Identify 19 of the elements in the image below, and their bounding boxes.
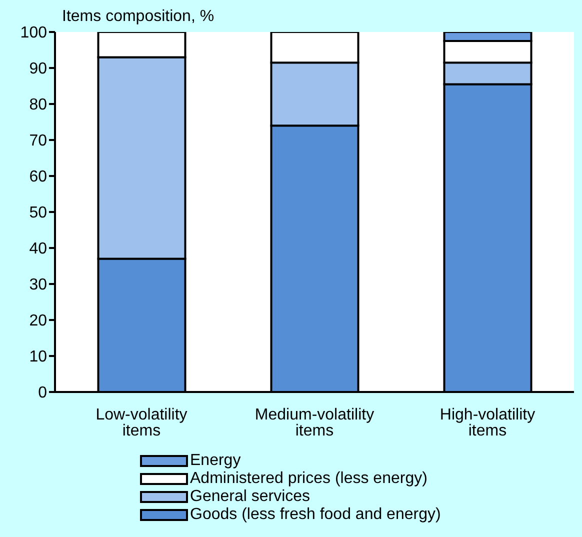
y-tick-label: 20	[29, 312, 48, 330]
y-tick-label: 50	[29, 204, 48, 222]
x-tick-label: Low-volatility items	[96, 406, 188, 440]
x-tick-label: High-volatility items	[440, 406, 536, 440]
y-tick-label: 90	[29, 60, 48, 78]
y-axis-title: Items composition, %	[62, 8, 214, 26]
legend-label: Goods (less fresh food and energy)	[190, 506, 441, 524]
x-tick-label: Medium-volatility items	[254, 406, 374, 440]
y-tick-label: 100	[20, 24, 48, 42]
y-tick-label: 70	[29, 132, 48, 150]
legend-label: General services	[190, 488, 310, 506]
y-tick-label: 60	[29, 168, 48, 186]
legend-label: Administered prices (less energy)	[190, 470, 428, 488]
legend-label: Energy	[190, 452, 241, 470]
y-tick-label: 0	[38, 384, 48, 402]
y-tick-label: 10	[29, 348, 48, 366]
y-tick-label: 80	[29, 96, 48, 114]
y-tick-label: 30	[29, 276, 48, 294]
y-tick-label: 40	[29, 240, 48, 258]
